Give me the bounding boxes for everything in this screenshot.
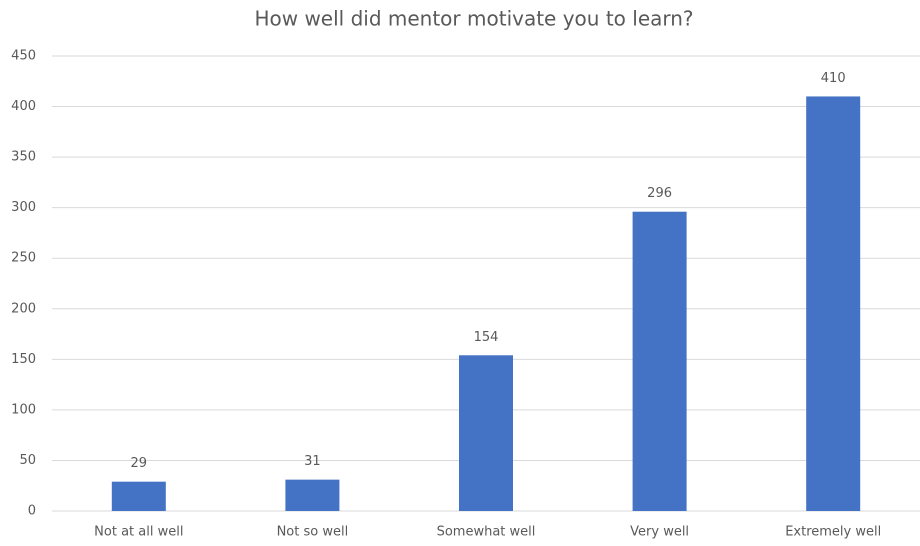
y-tick-label: 350 — [11, 150, 36, 165]
data-label: 31 — [304, 454, 321, 469]
x-tick-label: Extremely well — [785, 525, 881, 540]
y-tick-label: 0 — [28, 504, 36, 519]
x-tick-label: Very well — [630, 525, 689, 540]
data-label: 296 — [647, 186, 672, 201]
bar — [285, 479, 340, 511]
y-tick-label: 250 — [11, 251, 36, 266]
y-tick-label: 50 — [19, 453, 36, 468]
data-label: 29 — [131, 456, 148, 471]
bar — [632, 211, 687, 511]
y-tick-label: 150 — [11, 352, 36, 367]
bar — [806, 96, 861, 511]
x-tick-label: Somewhat well — [437, 525, 536, 540]
data-label: 410 — [821, 71, 846, 86]
y-tick-label: 100 — [11, 402, 36, 417]
bar — [459, 355, 513, 511]
bar — [111, 481, 166, 511]
data-label: 154 — [474, 330, 499, 345]
x-tick-label: Not so well — [277, 525, 349, 540]
y-tick-label: 200 — [11, 301, 36, 316]
y-tick-label: 450 — [11, 49, 36, 64]
x-tick-label: Not at all well — [94, 525, 183, 540]
y-tick-label: 400 — [11, 99, 36, 114]
y-tick-label: 300 — [11, 200, 36, 215]
chart-title: How well did mentor motivate you to lear… — [254, 7, 693, 31]
